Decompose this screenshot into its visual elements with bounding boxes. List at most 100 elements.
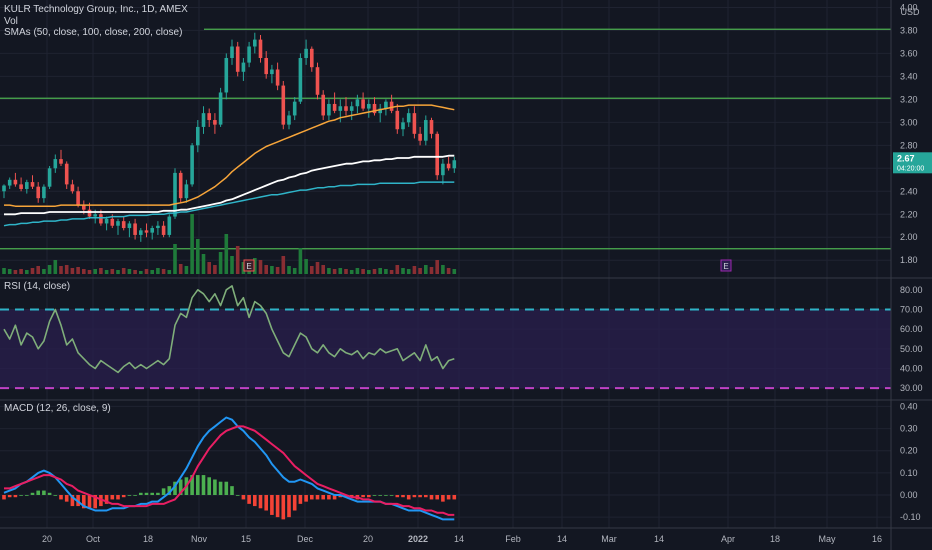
macd-histogram-bar <box>315 495 320 500</box>
volume-bar <box>258 260 263 274</box>
rsi-label: RSI (14, close) <box>4 281 70 292</box>
macd-histogram-bar <box>235 495 240 496</box>
volume-bar <box>64 265 69 274</box>
earnings-marker <box>720 259 732 272</box>
candle-body <box>315 67 320 95</box>
candle-body <box>121 221 126 229</box>
candle-body <box>150 228 154 233</box>
volume-bar <box>87 270 92 274</box>
candle-body <box>253 39 257 47</box>
macd-histogram-bar <box>196 475 200 495</box>
volume-bar <box>315 262 320 274</box>
volume-bar <box>53 260 58 274</box>
macd-histogram-bar <box>116 495 120 500</box>
candle-body <box>361 99 365 109</box>
candle-body <box>178 172 183 199</box>
candle-body <box>344 106 348 111</box>
candle-body <box>25 182 29 189</box>
sma-legend: SMAs (50, close, 100, close, 200, close) <box>4 27 182 38</box>
candle-body <box>2 185 6 192</box>
macd-histogram-bar <box>452 495 457 500</box>
candle-body <box>167 216 172 235</box>
volume-bar <box>418 268 422 274</box>
macd-histogram-bar <box>275 495 280 518</box>
macd-histogram-bar <box>349 495 354 498</box>
macd-pane <box>2 416 457 521</box>
macd-histogram-bar <box>304 495 308 502</box>
volume-bar <box>76 267 80 274</box>
volume-bar <box>344 269 348 274</box>
candle-body <box>30 182 35 187</box>
volume-bar <box>361 269 365 274</box>
macd-histogram-bar <box>64 495 69 502</box>
macd-histogram-bar <box>19 495 23 496</box>
macd-histogram-bar <box>178 479 183 495</box>
x-tick-label: 18 <box>143 534 153 544</box>
candles[interactable] <box>2 32 457 242</box>
macd-histogram-bar <box>2 495 6 500</box>
candle-body <box>327 103 331 116</box>
volume-bar <box>401 268 405 274</box>
macd-tick-label: -0.10 <box>900 512 921 522</box>
macd-histogram-bar <box>384 495 388 496</box>
volume-bar <box>104 270 109 274</box>
macd-histogram-bar <box>241 495 246 500</box>
macd-histogram-bar <box>7 495 12 498</box>
signal-line <box>4 425 455 516</box>
macd-histogram-bar <box>139 492 143 495</box>
volume-bars <box>2 214 457 274</box>
candle-body <box>82 205 86 210</box>
candle-body <box>230 46 234 58</box>
candle-body <box>161 225 166 235</box>
volume-bar <box>435 260 439 274</box>
volume-bar <box>70 268 75 274</box>
volume-bar <box>292 268 297 274</box>
macd-histogram-bar <box>104 495 109 504</box>
macd-histogram-bar <box>156 492 160 495</box>
candle-body <box>378 108 382 114</box>
candle-body <box>139 230 143 235</box>
price-tick-label: 3.20 <box>900 94 918 104</box>
macd-histogram-bar <box>70 495 75 507</box>
candle-body <box>47 168 52 187</box>
macd-histogram-bar <box>190 475 194 495</box>
macd-histogram-bar <box>441 495 445 502</box>
candle-body <box>53 159 58 169</box>
candle-body <box>110 218 115 226</box>
volume-bar <box>213 265 217 274</box>
candle-body <box>287 115 291 125</box>
volume-bar <box>190 214 194 274</box>
macd-tick-label: 0.20 <box>900 446 918 456</box>
volume-bar <box>235 246 240 274</box>
macd-histogram-bar <box>224 481 229 495</box>
candle-body <box>412 113 417 134</box>
candle-body <box>304 48 308 58</box>
macd-histogram-bar <box>230 486 234 495</box>
x-tick-label: 20 <box>363 534 373 544</box>
candle-body <box>424 120 428 141</box>
candle-body <box>196 126 200 146</box>
volume-bar <box>298 248 303 274</box>
volume-bar <box>241 262 246 274</box>
rsi-band-fill <box>0 309 891 389</box>
candle-body <box>355 99 360 107</box>
volume-bar <box>218 252 223 274</box>
candle-body <box>36 186 40 199</box>
macd-histogram-bar <box>264 495 268 511</box>
macd-histogram-bar <box>207 477 211 495</box>
candle-body <box>384 101 388 109</box>
last-price-tag[interactable]: 2.67 04:20:00 <box>893 152 932 174</box>
macd-histogram-bar <box>310 495 314 500</box>
candle-body <box>42 186 46 199</box>
volume-bar <box>406 269 411 274</box>
volume-bar <box>253 258 257 274</box>
macd-histogram-bar <box>429 495 434 500</box>
macd-histogram-bar <box>378 495 382 496</box>
price-tick-label: 2.40 <box>900 186 918 196</box>
volume-bar <box>270 266 274 274</box>
rsi-pane <box>0 285 891 390</box>
macd-histogram-bar <box>344 495 348 498</box>
